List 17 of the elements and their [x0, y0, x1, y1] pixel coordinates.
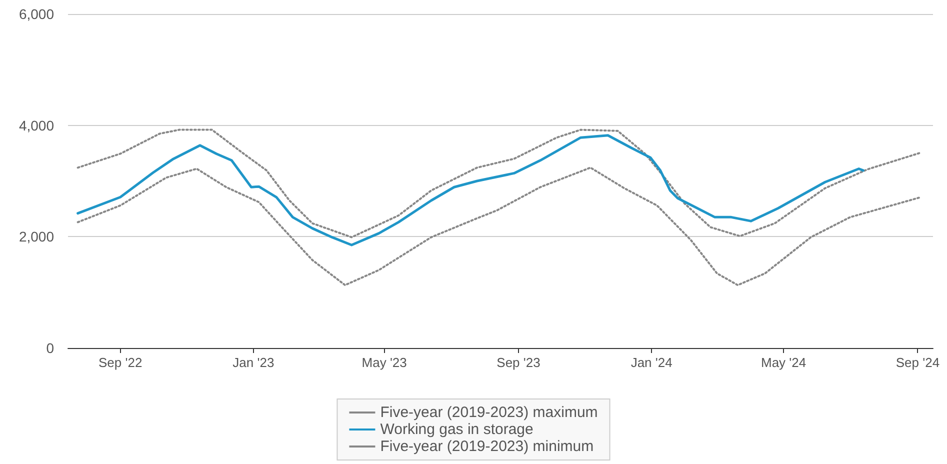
legend-label: Five-year (2019-2023) minimum: [380, 438, 594, 455]
x-tick-label: May '24: [761, 355, 806, 370]
x-tick-label: May '23: [362, 355, 407, 370]
legend-label: Five-year (2019-2023) maximum: [380, 404, 598, 421]
line-series: [76, 166, 922, 286]
x-tick-label: Sep '24: [896, 355, 940, 370]
x-tick-label: Sep '22: [98, 355, 142, 370]
line-series: [76, 134, 864, 246]
y-tick-label: 6,000: [18, 6, 54, 22]
x-tick-label: Sep '23: [496, 355, 540, 370]
line-series: [76, 128, 922, 238]
legend-label: Working gas in storage: [380, 421, 534, 438]
y-tick-label: 2,000: [18, 228, 54, 245]
x-tick-label: Jan '23: [232, 355, 274, 370]
y-tick-label: 0: [46, 340, 54, 356]
y-tick-label: 4,000: [18, 117, 54, 134]
x-tick-label: Jan '24: [630, 355, 672, 370]
